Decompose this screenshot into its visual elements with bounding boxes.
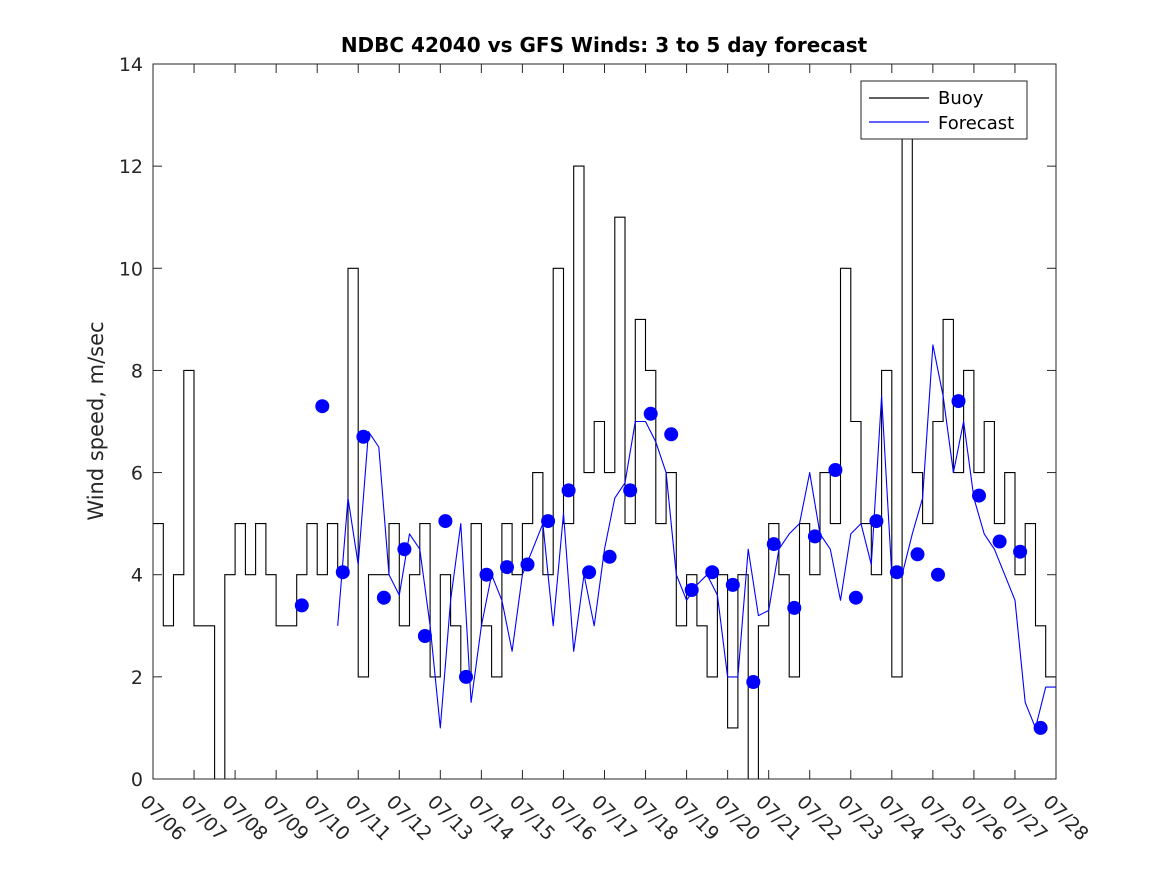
forecast-markers <box>294 394 1048 735</box>
forecast-marker <box>869 514 884 529</box>
forecast-marker <box>931 567 945 582</box>
forecast-marker <box>356 429 371 444</box>
legend-label-forecast: Forecast <box>938 113 1014 134</box>
forecast-marker <box>684 583 699 597</box>
buoy-line <box>153 114 1056 779</box>
forecast-marker <box>705 565 720 580</box>
forecast-series <box>337 344 1056 729</box>
forecast-marker <box>541 514 556 529</box>
forecast-marker <box>972 488 986 503</box>
forecast-marker <box>602 549 617 564</box>
plot-area <box>152 63 1057 780</box>
chart-title: NDBC 42040 vs GFS Winds: 3 to 5 day fore… <box>341 33 868 57</box>
forecast-marker <box>828 463 843 477</box>
forecast-marker <box>848 590 863 605</box>
y-tick-label: 14 <box>119 54 143 76</box>
forecast-marker <box>664 427 679 442</box>
forecast-marker <box>766 537 781 552</box>
forecast-marker <box>315 399 330 414</box>
buoy-series <box>153 114 1056 779</box>
forecast-marker <box>623 483 638 498</box>
forecast-marker <box>746 675 761 689</box>
y-tick-label: 10 <box>119 258 143 280</box>
forecast-marker <box>397 542 412 557</box>
forecast-marker <box>438 514 453 529</box>
legend-label-buoy: Buoy <box>938 88 984 109</box>
forecast-marker <box>335 565 350 580</box>
forecast-marker <box>500 560 514 575</box>
y-axis-label: Wind speed, m/sec <box>84 321 108 520</box>
forecast-marker <box>1033 720 1048 735</box>
forecast-marker <box>561 483 576 498</box>
forecast-marker <box>376 590 391 605</box>
legend-box <box>860 80 1028 140</box>
forecast-line <box>337 344 1056 729</box>
legend: Buoy Forecast <box>860 80 1028 140</box>
forecast-marker <box>294 598 309 613</box>
y-tick-label: 4 <box>131 565 143 587</box>
y-tick-label: 12 <box>119 156 143 178</box>
forecast-marker <box>417 629 432 643</box>
forecast-marker <box>951 394 966 409</box>
forecast-marker <box>479 567 494 582</box>
y-tick-label: 0 <box>131 769 143 791</box>
forecast-marker <box>643 406 658 421</box>
forecast-marker <box>807 529 822 544</box>
forecast-marker <box>889 565 904 580</box>
y-tick-label: 2 <box>131 667 143 689</box>
forecast-marker <box>787 600 802 615</box>
y-tick-label: 8 <box>131 360 143 382</box>
forecast-marker <box>725 577 740 592</box>
forecast-marker <box>520 557 535 572</box>
forecast-marker <box>459 669 473 684</box>
forecast-marker <box>1013 544 1028 559</box>
y-tick-label: 6 <box>131 463 143 485</box>
y-axis: 0 2 4 6 8 10 12 14 <box>119 54 1056 791</box>
forecast-marker <box>910 547 925 562</box>
forecast-marker <box>992 534 1007 549</box>
forecast-marker <box>582 565 597 580</box>
